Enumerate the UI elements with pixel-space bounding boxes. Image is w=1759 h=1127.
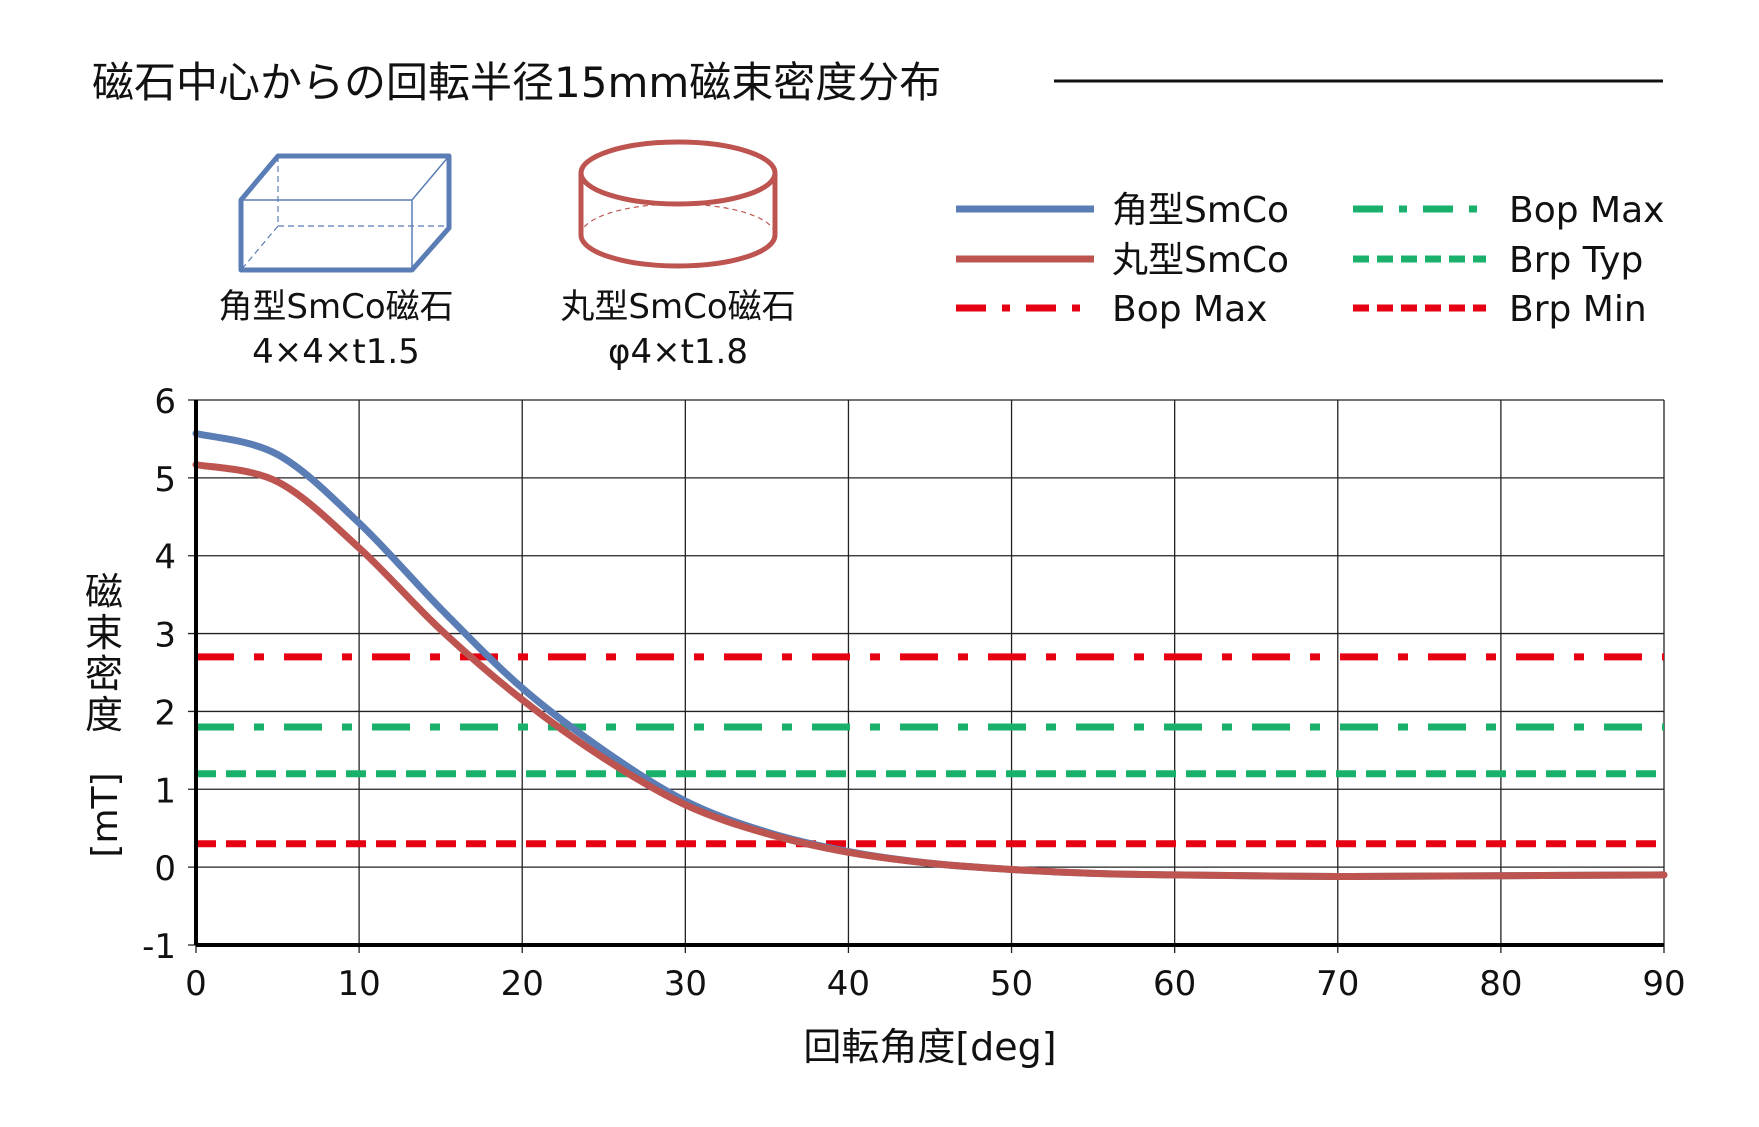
legend-label: Bop Max <box>1509 190 1664 231</box>
y-tick-label: 2 <box>154 693 176 733</box>
y-tick-label: -1 <box>142 927 176 967</box>
chart-title: 磁石中心からの回転半径15mm磁束密度分布 <box>92 58 941 107</box>
series-lines <box>192 429 1668 881</box>
round-magnet-name: 丸型SmCo磁石 <box>560 287 795 327</box>
square-magnet-icon <box>238 153 452 273</box>
x-tick-label: 70 <box>1316 964 1359 1004</box>
reference-lines <box>196 653 1664 848</box>
legend-label: 角型SmCo <box>1112 190 1289 231</box>
y-tick-label: 6 <box>154 382 176 422</box>
legend-label: Bop Max <box>1112 289 1267 330</box>
y-tick-label: 4 <box>154 538 176 578</box>
x-tick-label: 80 <box>1479 964 1522 1004</box>
y-tick-label: 5 <box>154 460 176 500</box>
legend: 角型SmCo 丸型SmCo Bop Max Bop Max Brp Typ Brp Min <box>956 190 1664 330</box>
y-tick-label: 0 <box>154 849 176 889</box>
legend-label: Brp Typ <box>1509 240 1643 281</box>
y-axis-label-char: 磁 <box>85 570 123 614</box>
series-line <box>192 461 1668 881</box>
grid <box>188 399 1665 953</box>
x-tick-label: 50 <box>990 964 1033 1004</box>
legend-label: 丸型SmCo <box>1112 240 1289 281</box>
y-axis-label-char: 束 <box>85 611 123 655</box>
square-magnet-name: 角型SmCo磁石 <box>218 287 453 327</box>
y-axis-label-char: 度 <box>85 693 123 737</box>
y-tick-label: 3 <box>154 616 176 656</box>
y-tick-label: 1 <box>154 771 176 811</box>
legend-label: Brp Min <box>1509 289 1647 330</box>
x-tick-label: 40 <box>827 964 870 1004</box>
x-tick-label: 10 <box>337 964 380 1004</box>
x-tick-label: 90 <box>1642 964 1685 1004</box>
x-axis-label: 回転角度[deg] <box>803 1025 1056 1069</box>
x-tick-label: 0 <box>185 964 207 1004</box>
y-axis-label: 磁束密度 [mT] <box>85 570 126 858</box>
x-tick-label: 30 <box>664 964 707 1004</box>
y-axis-label-unit: [mT] <box>85 772 126 857</box>
square-magnet-size: 4×4×t1.5 <box>252 332 420 372</box>
y-axis-label-char: 密 <box>85 652 123 696</box>
round-magnet-size: φ4×t1.8 <box>608 332 748 372</box>
x-tick-label: 60 <box>1153 964 1196 1004</box>
round-magnet-icon <box>578 139 778 269</box>
x-tick-label: 20 <box>501 964 544 1004</box>
